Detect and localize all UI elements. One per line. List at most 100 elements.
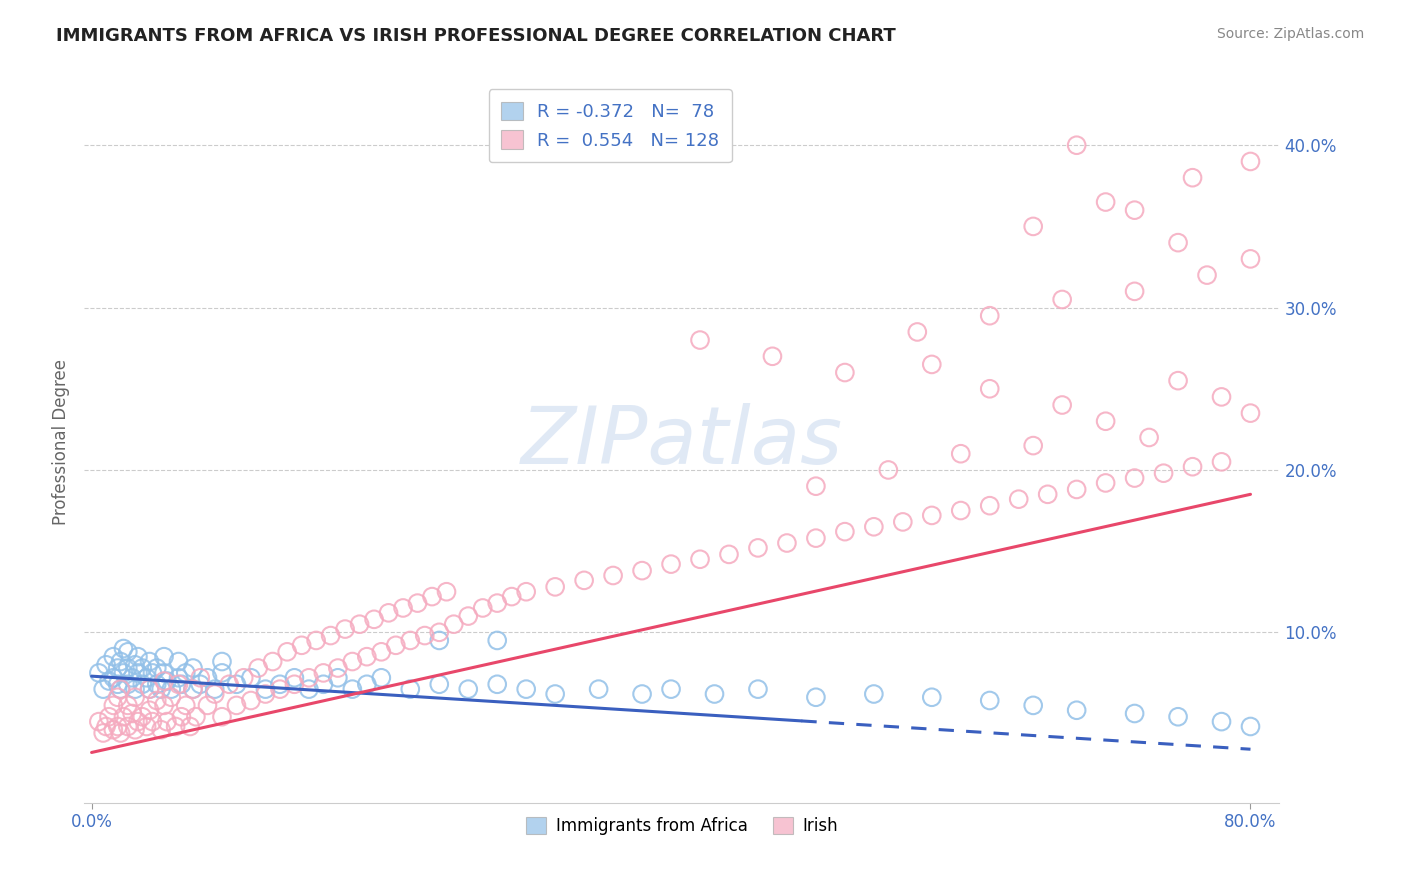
Point [921, 508, 943, 523]
Point [1123, 203, 1146, 218]
Point [298, 682, 321, 697]
Point [131, 677, 153, 691]
Point [167, 671, 190, 685]
Point [1167, 710, 1189, 724]
Point [103, 698, 125, 713]
Point [457, 682, 479, 697]
Point [305, 633, 328, 648]
Point [921, 690, 943, 705]
Point [863, 520, 886, 534]
Point [103, 723, 125, 737]
Point [588, 682, 610, 697]
Point [138, 655, 160, 669]
Text: Source: ZipAtlas.com: Source: ZipAtlas.com [1216, 27, 1364, 41]
Point [877, 463, 900, 477]
Point [188, 677, 211, 691]
Point [127, 649, 149, 664]
Point [1239, 154, 1261, 169]
Point [420, 590, 443, 604]
Point [427, 677, 450, 691]
Point [979, 382, 1001, 396]
Point [225, 698, 247, 713]
Point [544, 580, 567, 594]
Point [370, 671, 392, 685]
Point [1123, 285, 1146, 299]
Point [167, 677, 190, 691]
Point [110, 655, 132, 669]
Point [174, 665, 197, 680]
Point [197, 671, 219, 685]
Point [1094, 414, 1116, 428]
Point [91, 682, 114, 697]
Point [1123, 706, 1146, 721]
Point [921, 358, 943, 372]
Point [153, 698, 176, 713]
Point [427, 625, 450, 640]
Point [631, 687, 654, 701]
Point [761, 349, 783, 363]
Point [486, 633, 509, 648]
Point [1123, 471, 1146, 485]
Point [110, 682, 132, 697]
Point [138, 703, 160, 717]
Point [776, 536, 799, 550]
Point [1094, 195, 1116, 210]
Point [107, 677, 129, 691]
Point [247, 661, 270, 675]
Point [515, 682, 537, 697]
Point [153, 673, 176, 688]
Point [399, 682, 422, 697]
Point [891, 515, 914, 529]
Point [486, 596, 509, 610]
Point [135, 671, 157, 685]
Point [107, 661, 129, 675]
Point [1050, 398, 1073, 412]
Point [804, 531, 827, 545]
Point [103, 671, 125, 685]
Point [326, 671, 349, 685]
Point [174, 698, 197, 713]
Point [356, 677, 378, 691]
Point [117, 645, 139, 659]
Point [283, 677, 305, 691]
Point [1008, 492, 1031, 507]
Point [138, 682, 160, 697]
Point [107, 719, 129, 733]
Point [1181, 459, 1204, 474]
Point [834, 366, 856, 380]
Point [949, 447, 972, 461]
Point [153, 665, 176, 680]
Point [117, 661, 139, 675]
Point [1036, 487, 1059, 501]
Point [1050, 293, 1073, 307]
Point [211, 710, 233, 724]
Point [363, 612, 385, 626]
Point [804, 690, 827, 705]
Point [87, 714, 110, 729]
Point [239, 693, 262, 707]
Point [291, 638, 314, 652]
Point [1153, 466, 1175, 480]
Point [406, 596, 429, 610]
Point [127, 714, 149, 729]
Point [602, 568, 624, 582]
Point [392, 601, 415, 615]
Text: ZIPatlas: ZIPatlas [520, 402, 844, 481]
Point [312, 677, 335, 691]
Point [181, 661, 204, 675]
Point [515, 584, 537, 599]
Point [1022, 219, 1045, 234]
Point [150, 682, 173, 697]
Point [124, 682, 146, 697]
Point [427, 633, 450, 648]
Point [135, 719, 157, 733]
Point [1195, 268, 1218, 282]
Point [319, 629, 342, 643]
Point [370, 645, 392, 659]
Point [501, 590, 523, 604]
Point [150, 723, 173, 737]
Point [1239, 406, 1261, 420]
Point [197, 698, 219, 713]
Point [141, 665, 163, 680]
Point [342, 655, 364, 669]
